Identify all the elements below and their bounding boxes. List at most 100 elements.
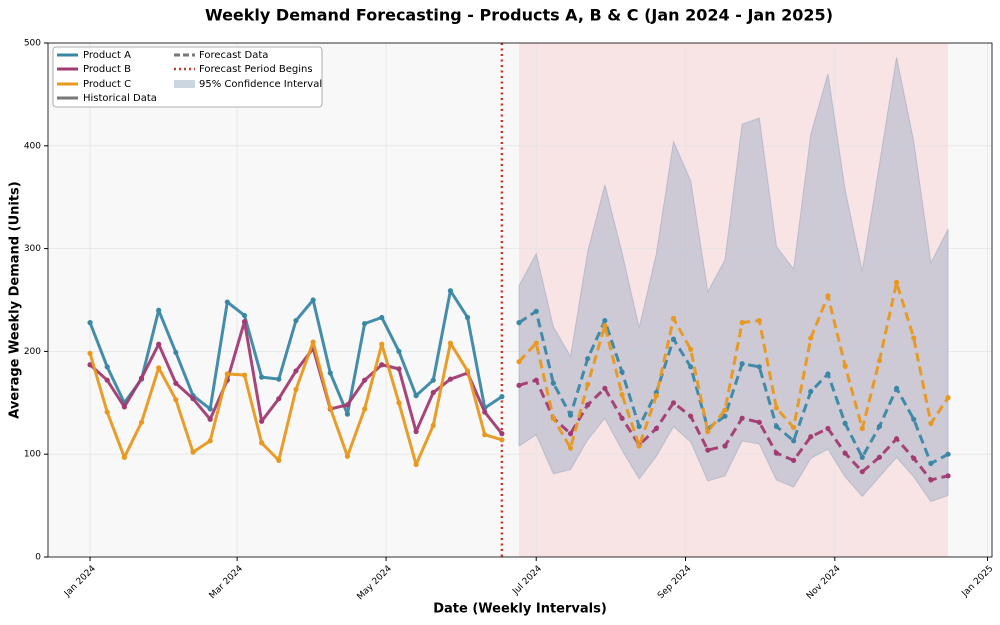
data-point [293, 317, 299, 324]
legend-label: 95% Confidence Interval [199, 79, 322, 90]
legend-label: Forecast Period Begins [199, 64, 313, 75]
data-point [499, 437, 505, 443]
data-point [259, 440, 265, 446]
y-axis-label: Average Weekly Demand (Units) [8, 181, 23, 418]
data-point [842, 450, 848, 456]
data-point [259, 418, 265, 424]
data-point [808, 388, 814, 395]
data-point [619, 391, 625, 398]
data-point [619, 369, 625, 375]
data-point [156, 365, 162, 371]
data-point [138, 375, 145, 381]
data-point [482, 409, 488, 415]
data-point [945, 451, 951, 457]
data-point [859, 469, 865, 475]
y-tick-label: 500 [24, 39, 41, 49]
data-point [842, 420, 848, 426]
data-point [911, 455, 917, 461]
data-point [190, 396, 196, 402]
data-point [430, 422, 436, 429]
data-point [138, 419, 145, 425]
data-point [224, 371, 230, 377]
data-point [911, 416, 917, 422]
data-point [533, 377, 539, 383]
data-point [413, 461, 419, 468]
data-point [293, 368, 299, 374]
y-tick-label: 200 [24, 347, 41, 357]
data-point [362, 377, 368, 383]
data-point [482, 432, 488, 438]
data-point [893, 385, 900, 392]
data-point [379, 341, 385, 347]
legend-label: Product B [83, 64, 131, 75]
data-point [224, 299, 230, 305]
data-point [241, 372, 248, 378]
data-point [121, 454, 127, 460]
data-point [447, 340, 454, 346]
data-point [464, 314, 471, 321]
legend-label: Forecast Data [199, 50, 268, 61]
data-point [739, 415, 745, 421]
data-point [207, 406, 213, 412]
data-point [876, 423, 883, 430]
data-point [533, 340, 539, 346]
plot-frame [47, 42, 993, 558]
data-point [773, 450, 780, 456]
data-point [156, 341, 162, 347]
data-point [550, 415, 556, 421]
data-point [344, 402, 351, 408]
data-point [653, 425, 659, 432]
data-point [722, 413, 728, 419]
data-point [499, 431, 505, 437]
data-point [945, 473, 951, 479]
data-point [928, 460, 934, 467]
data-point [550, 380, 556, 386]
data-point [344, 411, 351, 417]
data-point [739, 320, 745, 326]
data-point [173, 380, 179, 386]
data-point [396, 348, 402, 354]
data-point [791, 438, 797, 444]
confidence-band [518, 57, 949, 503]
data-point [310, 339, 316, 345]
data-point [602, 385, 608, 392]
data-point [516, 382, 522, 388]
data-point [653, 393, 659, 399]
data-point [87, 350, 93, 357]
data-point [859, 425, 865, 432]
data-point [430, 389, 436, 396]
data-point [413, 393, 419, 399]
data-point [688, 413, 694, 419]
data-point [104, 377, 110, 383]
legend-label: Product A [83, 50, 131, 61]
data-point [585, 402, 591, 408]
data-point [173, 349, 179, 356]
data-point [121, 404, 127, 410]
data-point [825, 293, 831, 299]
data-point [636, 443, 642, 449]
data-point [207, 416, 213, 422]
legend-box [52, 46, 323, 108]
data-point [447, 288, 454, 294]
data-point [722, 443, 728, 449]
data-point [276, 457, 282, 463]
data-point [190, 449, 196, 455]
data-point [567, 445, 574, 451]
data-point [670, 400, 677, 406]
data-point [396, 366, 402, 372]
forecast-region [519, 43, 949, 557]
data-point [893, 279, 900, 286]
data-point [876, 358, 883, 364]
data-point [670, 336, 677, 342]
data-point [773, 405, 780, 411]
legend: Product A Product B Product C Historical Da… [52, 46, 323, 108]
data-point [362, 321, 368, 327]
data-point [430, 377, 436, 383]
data-point [670, 315, 677, 322]
data-point [207, 438, 213, 444]
forecast-line [518, 309, 949, 465]
data-point [688, 364, 694, 370]
